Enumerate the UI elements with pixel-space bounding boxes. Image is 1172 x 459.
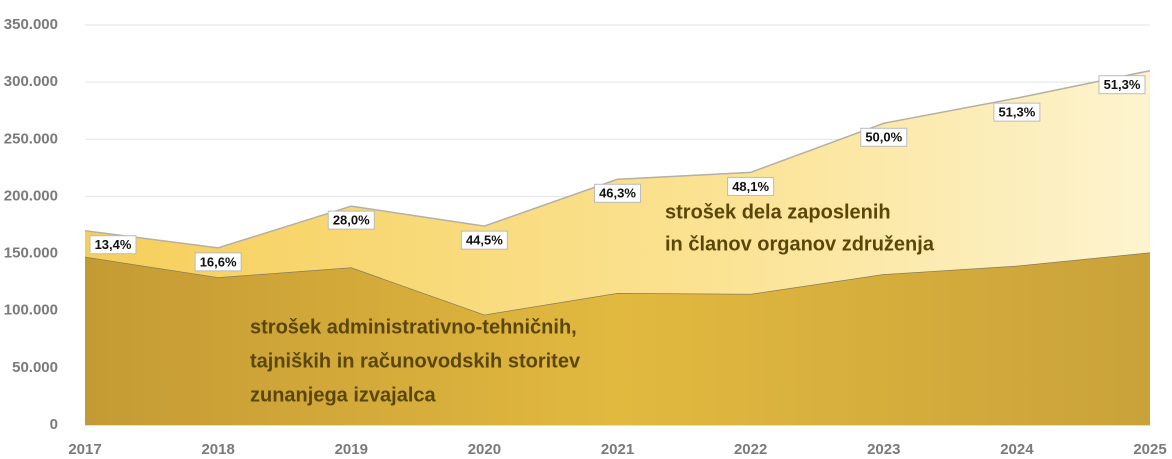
annotation: 13,4%: [89, 235, 137, 255]
annotation-text: 48,1%: [732, 179, 769, 194]
annotation-box: [727, 176, 775, 196]
x-tick-label: 2025: [1133, 441, 1166, 458]
annotation-text: 51,3%: [998, 105, 1035, 120]
annotation: 16,6%: [194, 252, 242, 272]
area: [85, 252, 1150, 425]
area-label: zunanjega izvajalca: [250, 384, 437, 406]
area-edge: [84, 69, 1151, 249]
y-tick-label: 50.000: [12, 359, 58, 376]
annotation-text: 46,3%: [599, 186, 636, 201]
x-tick-label: 2022: [734, 441, 767, 458]
annotation: 44,5%: [460, 230, 508, 250]
annotation: 46,3%: [594, 183, 641, 203]
annotation-text: 13,4%: [95, 237, 132, 252]
y-tick-label: 300.000: [4, 73, 58, 90]
x-tick-label: 2024: [1000, 441, 1034, 458]
annotation-box: [327, 210, 375, 230]
y-tick-label: 150.000: [4, 245, 58, 262]
y-tick-label: 100.000: [4, 302, 58, 319]
annotation: 51,3%: [993, 102, 1041, 122]
x-tick-label: 2018: [201, 441, 234, 458]
area-label: strošek dela zaposlenih: [665, 201, 891, 223]
y-tick-label: 200.000: [4, 187, 58, 204]
annotation-text: 51,3%: [1104, 77, 1141, 92]
area-label: tajniških in računovodskih storitev: [250, 350, 581, 372]
x-tick-label: 2023: [867, 441, 900, 458]
y-tick-label: 0: [50, 416, 58, 433]
annotation-box: [993, 102, 1041, 122]
x-tick-label: 2021: [601, 441, 634, 458]
annotation-box: [1098, 75, 1146, 95]
annotation-text: 44,5%: [466, 233, 503, 248]
x-tick-label: 2019: [335, 441, 368, 458]
annotation: 48,1%: [727, 176, 775, 196]
area-label: in članov organov združenja: [665, 233, 935, 255]
annotation-text: 16,6%: [200, 254, 237, 269]
annotation-box: [460, 230, 508, 250]
y-tick-label: 250.000: [4, 130, 58, 147]
annotation-text: 50,0%: [865, 130, 902, 145]
annotation-box: [594, 183, 641, 203]
annotation-box: [860, 127, 908, 147]
annotation: 28,0%: [327, 210, 375, 230]
annotation: 51,3%: [1098, 75, 1146, 95]
annotation-box: [89, 235, 137, 255]
annotation-box: [194, 252, 242, 272]
annotation: 50,0%: [860, 127, 908, 147]
annotation-text: 28,0%: [333, 213, 370, 228]
area-label: strošek administrativno-tehničnih,: [250, 316, 577, 338]
y-tick-label: 350.000: [4, 16, 58, 33]
x-tick-label: 2020: [468, 441, 501, 458]
x-tick-label: 2017: [68, 441, 101, 458]
